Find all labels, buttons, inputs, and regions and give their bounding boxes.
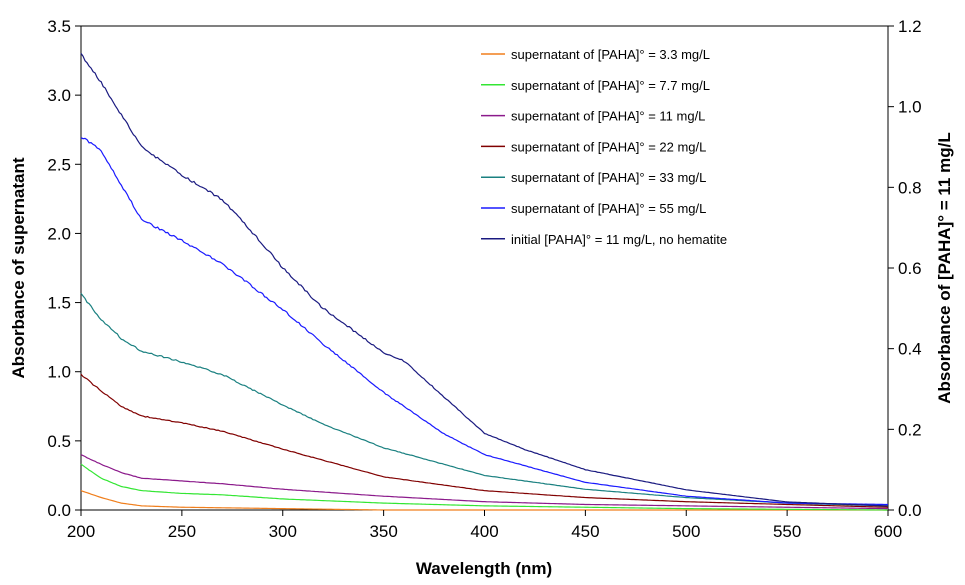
y-tick-label: 1.0 bbox=[47, 363, 71, 382]
x-tick-label: 400 bbox=[470, 522, 498, 541]
legend-label: supernatant of [PAHA]° = 55 mg/L bbox=[511, 201, 706, 216]
y-axis-right: 0.0 0.2 0.4 0.6 0.8 1.0 1.2 bbox=[888, 17, 922, 520]
y-tick-label: 3.0 bbox=[47, 86, 71, 105]
x-tick-label: 600 bbox=[874, 522, 902, 541]
y2-tick-label: 0.8 bbox=[898, 178, 922, 197]
x-tick-label: 250 bbox=[168, 522, 196, 541]
y-tick-label: 0.5 bbox=[47, 432, 71, 451]
legend: supernatant of [PAHA]° = 3.3 mg/L superna… bbox=[481, 47, 727, 247]
y2-tick-label: 0.2 bbox=[898, 420, 922, 439]
legend-label: supernatant of [PAHA]° = 11 mg/L bbox=[511, 109, 705, 124]
series-line bbox=[80, 373, 889, 508]
y2-tick-label: 0.4 bbox=[898, 340, 922, 359]
legend-label: initial [PAHA]° = 11 mg/L, no hematite bbox=[511, 232, 727, 247]
legend-label: supernatant of [PAHA]° = 3.3 mg/L bbox=[511, 47, 710, 62]
y-axis-left-title: Absorbance of supernatant bbox=[9, 157, 28, 378]
legend-label: supernatant of [PAHA]° = 33 mg/L bbox=[511, 170, 706, 185]
y2-tick-label: 1.2 bbox=[898, 17, 922, 36]
series-line bbox=[80, 137, 889, 506]
x-tick-label: 500 bbox=[672, 522, 700, 541]
x-tick-label: 300 bbox=[269, 522, 297, 541]
y-axis-left: 0.0 0.5 1.0 1.5 2.0 2.5 3.0 3.5 bbox=[47, 17, 81, 520]
y-tick-label: 0.0 bbox=[47, 501, 71, 520]
series-line bbox=[80, 454, 889, 510]
y-tick-label: 1.5 bbox=[47, 294, 71, 313]
y-tick-label: 3.5 bbox=[47, 17, 71, 36]
y2-tick-label: 0.6 bbox=[898, 259, 922, 278]
x-tick-label: 350 bbox=[369, 522, 397, 541]
y2-tick-label: 1.0 bbox=[898, 98, 922, 117]
x-tick-label: 550 bbox=[773, 522, 801, 541]
y2-tick-label: 0.0 bbox=[898, 501, 922, 520]
y-tick-label: 2.0 bbox=[47, 224, 71, 243]
x-tick-label: 450 bbox=[571, 522, 599, 541]
y-tick-label: 2.5 bbox=[47, 155, 71, 174]
series-line bbox=[80, 53, 889, 507]
plot-area-frame bbox=[80, 25, 889, 511]
legend-label: supernatant of [PAHA]° = 7.7 mg/L bbox=[511, 78, 710, 93]
series-line bbox=[80, 463, 889, 511]
x-axis-title: Wavelength (nm) bbox=[416, 559, 552, 578]
y-axis-right-title: Absorbance of [PAHA]° = 11 mg/L bbox=[935, 132, 954, 403]
series-layer bbox=[80, 53, 889, 511]
x-tick-label: 200 bbox=[67, 522, 95, 541]
legend-label: supernatant of [PAHA]° = 22 mg/L bbox=[511, 139, 706, 154]
series-line bbox=[80, 292, 889, 507]
x-axis: 200 250 300 350 400 450 500 550 600 bbox=[67, 510, 902, 541]
